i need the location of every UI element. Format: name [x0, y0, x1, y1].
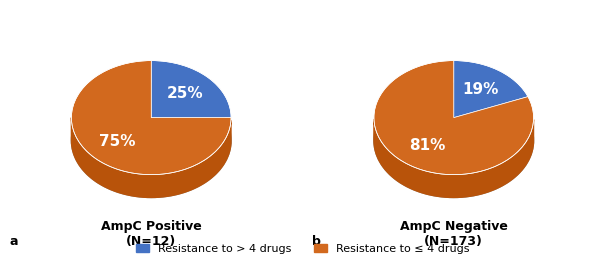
Text: 19%: 19%	[462, 82, 499, 97]
Text: 81%: 81%	[408, 138, 445, 153]
Polygon shape	[151, 61, 231, 118]
Text: AmpC Positive
(N=12): AmpC Positive (N=12)	[101, 220, 201, 248]
Text: 75%: 75%	[99, 134, 136, 149]
Text: AmpC Negative
(N=173): AmpC Negative (N=173)	[400, 220, 508, 248]
Ellipse shape	[374, 83, 534, 197]
Polygon shape	[71, 61, 231, 175]
Text: 25%: 25%	[167, 86, 203, 101]
Polygon shape	[374, 119, 534, 197]
Text: a: a	[9, 235, 18, 248]
Text: b: b	[312, 235, 321, 248]
Ellipse shape	[71, 83, 231, 197]
Legend: Resistance to > 4 drugs, Resistance to ≤ 4 drugs: Resistance to > 4 drugs, Resistance to ≤…	[131, 239, 474, 258]
Polygon shape	[71, 118, 231, 197]
Polygon shape	[374, 61, 534, 175]
Polygon shape	[454, 61, 528, 118]
